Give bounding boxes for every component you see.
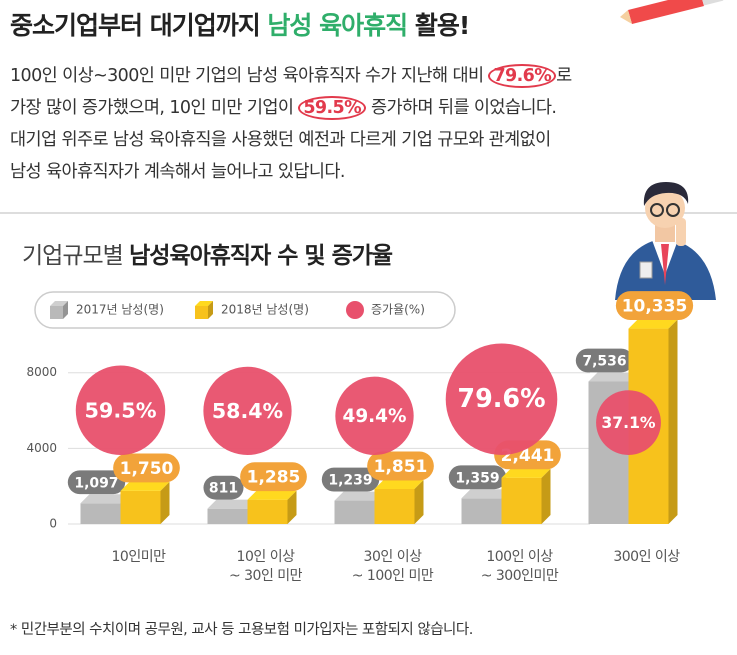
x-tick-label: 10인미만 xyxy=(111,549,166,565)
chart-title: 기업규모별 남성육아휴직자 수 및 증가율 xyxy=(22,236,393,270)
bar-top xyxy=(628,319,678,329)
legend-label: 2017년 남성(명) xyxy=(76,303,164,317)
bar-top xyxy=(207,499,257,509)
intro-line: 100인 이상~300인 미만 기업의 남성 육아휴직자 수가 지난해 대비 7… xyxy=(10,62,572,88)
headline-highlight: 남성 육아휴직 xyxy=(267,11,408,40)
growth-bubble xyxy=(75,365,166,455)
value-label-bg xyxy=(575,348,634,373)
value-label: 7,536 xyxy=(582,354,626,370)
intro-text: 남성 육아휴직자가 계속해서 늘어나고 있답니다. xyxy=(10,162,345,182)
bar-top xyxy=(334,491,384,501)
value-label-bg xyxy=(448,465,507,490)
growth-bubble xyxy=(335,376,414,455)
value-label-bg xyxy=(240,462,307,492)
value-label-bg xyxy=(321,467,380,492)
growth-label: 49.4% xyxy=(343,406,407,427)
legend-swatch-side xyxy=(63,301,68,319)
person-illustration xyxy=(615,182,716,300)
bar xyxy=(120,481,170,524)
legend-swatch xyxy=(50,306,63,319)
intro-text: 증가하며 뒤를 이었습니다. xyxy=(366,98,557,118)
bar-front xyxy=(207,508,248,524)
headline-part: 활용! xyxy=(407,11,470,40)
bar-side xyxy=(668,319,678,524)
intro-text: 가장 많이 증가했으며, 10인 미만 기업이 xyxy=(10,98,299,118)
bar-front xyxy=(374,488,415,524)
value-label: 811 xyxy=(209,481,238,497)
chart-title-bold: 남성육아휴직자 수 및 증가율 xyxy=(129,243,393,269)
bar-side xyxy=(287,490,297,524)
headline-part: 중소기업부터 대기업까지 xyxy=(10,11,268,40)
growth-bubble xyxy=(445,343,558,455)
pencil-decoration xyxy=(620,0,724,24)
bar-front xyxy=(120,490,161,524)
bar-top xyxy=(588,372,638,382)
value-label: 1,750 xyxy=(120,459,174,479)
value-label: 1,359 xyxy=(455,470,499,486)
bar xyxy=(501,468,551,524)
legend-label: 증가율(%) xyxy=(371,303,425,317)
x-tick-label: 30인 이상 ~ 100인 미만 xyxy=(351,549,434,584)
bar xyxy=(374,479,424,524)
legend-swatch-top xyxy=(50,301,68,306)
bar-top xyxy=(461,489,511,499)
bar-top xyxy=(501,468,551,478)
intro-line: 가장 많이 증가했으며, 10인 미만 기업이 59.5% 증가하며 뒤를 이었… xyxy=(10,94,557,120)
value-label: 1,851 xyxy=(374,457,428,477)
x-tick-label: 300인 이상 xyxy=(613,549,680,565)
intro-text: 100인 이상~300인 미만 기업의 남성 육아휴직자 수가 지난해 대비 xyxy=(10,66,489,86)
bar xyxy=(247,490,297,524)
bar-top xyxy=(247,490,297,500)
x-tick-label: 10인 이상 ~ 30인 미만 xyxy=(228,549,303,584)
value-label-bg xyxy=(367,451,434,481)
value-label-bg xyxy=(203,475,244,500)
value-label: 1,285 xyxy=(247,468,301,488)
intro-line: 대기업 위주로 남성 육아휴직을 사용했던 예전과 다르게 기업 규모와 관계없… xyxy=(10,126,551,151)
legend-swatch-side xyxy=(208,301,213,319)
value-label: 1,097 xyxy=(74,475,118,491)
growth-bubble xyxy=(596,390,661,455)
bar-front xyxy=(334,500,375,524)
bar-front xyxy=(80,503,121,524)
y-tick-label: 4000 xyxy=(26,441,57,455)
intro-text: 대기업 위주로 남성 육아휴직을 사용했던 예전과 다르게 기업 규모와 관계없… xyxy=(10,130,551,150)
value-label-bg xyxy=(113,453,180,483)
y-tick-label: 8000 xyxy=(26,365,57,379)
growth-label: 59.5% xyxy=(84,398,156,422)
x-tick-label: 100인 이상 ~ 300인미만 xyxy=(480,549,559,584)
bar-front xyxy=(461,498,502,524)
value-label: 10,335 xyxy=(622,297,688,317)
headline: 중소기업부터 대기업까지 남성 육아휴직 활용! xyxy=(10,6,470,42)
bar-top xyxy=(80,494,130,504)
intro-text: 로 xyxy=(556,66,572,86)
legend-box xyxy=(34,291,456,329)
legend-label: 2018년 남성(명) xyxy=(221,303,309,317)
legend-swatch-top xyxy=(195,301,213,306)
legend-swatch xyxy=(346,301,364,319)
bar-side xyxy=(160,481,170,524)
bar-side xyxy=(541,468,551,524)
intro-highlight: 79.6% xyxy=(488,64,557,88)
growth-bubble xyxy=(203,366,292,455)
bar-front xyxy=(501,477,542,524)
growth-label: 37.1% xyxy=(601,414,656,432)
value-label-bg xyxy=(67,470,126,495)
growth-label: 58.4% xyxy=(212,399,283,423)
bar-top xyxy=(120,481,170,491)
bar-top xyxy=(374,479,424,489)
bar-front xyxy=(247,499,288,524)
growth-label: 79.6% xyxy=(457,383,545,413)
y-tick-label: 0 xyxy=(49,517,57,531)
value-label: 1,239 xyxy=(328,473,372,489)
chart-title-part: 기업규모별 xyxy=(22,243,130,269)
intro-line: 남성 육아휴직자가 계속해서 늘어나고 있답니다. xyxy=(10,158,345,183)
bar-side xyxy=(414,479,424,524)
value-label-bg xyxy=(615,291,694,321)
footnote: * 민간부분의 수치이며 공무원, 교사 등 고용보험 미가입자는 포함되지 않… xyxy=(10,622,473,638)
intro-highlight: 59.5% xyxy=(298,96,367,120)
legend-swatch xyxy=(195,306,208,319)
